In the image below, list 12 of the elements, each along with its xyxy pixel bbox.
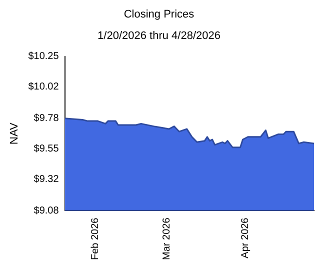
y-axis-title: NAV xyxy=(8,122,21,144)
y-tick-label: $9.32 xyxy=(34,174,60,185)
y-tick-label: $9.08 xyxy=(34,205,60,216)
y-tick-label: $10.02 xyxy=(28,81,60,92)
y-tick-label: $9.55 xyxy=(34,143,60,154)
x-tick-label: Feb 2026 xyxy=(90,217,102,260)
x-tick-label: Apr 2026 xyxy=(240,217,252,258)
chart-subtitle: 1/20/2026 thru 4/28/2026 xyxy=(98,30,220,42)
x-tick-label: Mar 2026 xyxy=(161,217,172,260)
y-tick-label: $9.78 xyxy=(34,113,60,124)
y-tick-label: $10.25 xyxy=(28,51,60,62)
chart-title: Closing Prices xyxy=(124,8,195,21)
